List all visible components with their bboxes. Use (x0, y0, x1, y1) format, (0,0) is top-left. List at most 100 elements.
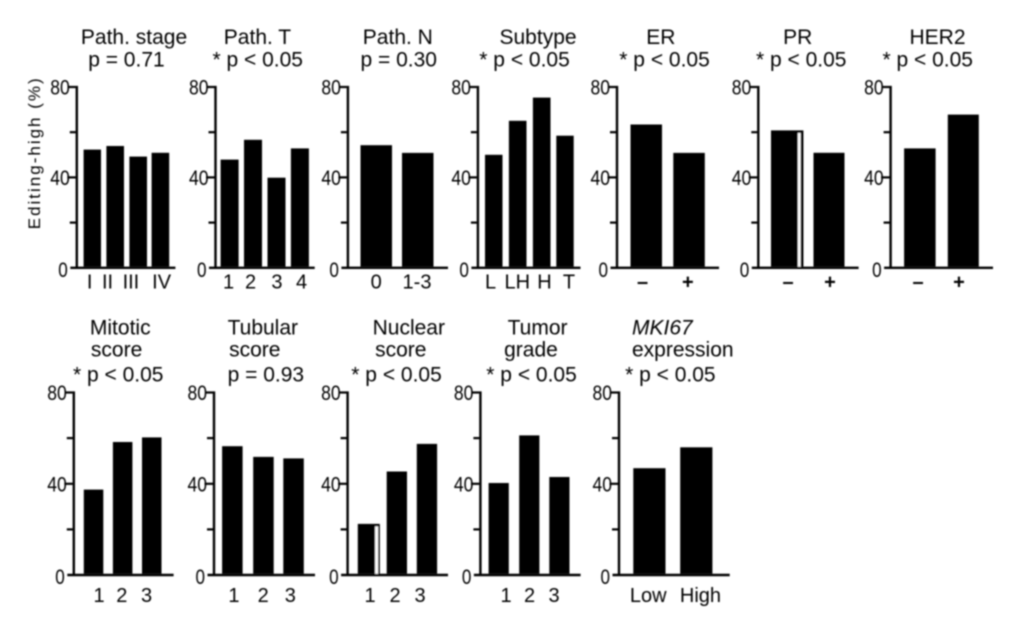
svg-text:0: 0 (459, 259, 469, 282)
svg-text:HER2: HER2 (910, 26, 966, 49)
svg-text:80: 80 (454, 382, 474, 405)
svg-text:80: 80 (591, 77, 611, 100)
svg-text:1: 1 (223, 272, 234, 294)
svg-text:40: 40 (591, 167, 611, 190)
svg-text:4: 4 (296, 272, 307, 294)
svg-text:40: 40 (454, 473, 474, 496)
svg-text:40: 40 (732, 167, 752, 190)
svg-text:score: score (91, 339, 142, 362)
svg-text:Tubular: Tubular (228, 317, 298, 340)
svg-text:ER: ER (646, 26, 675, 49)
svg-text:40: 40 (50, 167, 70, 190)
svg-text:Path. T: Path. T (224, 26, 291, 49)
svg-text:T: T (563, 272, 575, 294)
svg-text:80: 80 (732, 77, 752, 100)
svg-text:–: – (912, 272, 923, 294)
svg-text:0: 0 (599, 259, 609, 282)
svg-text:* p < 0.05: * p < 0.05 (625, 364, 716, 387)
svg-text:0: 0 (55, 566, 65, 589)
svg-text:0: 0 (329, 259, 339, 282)
svg-text:Path. N: Path. N (363, 26, 433, 49)
svg-text:* p < 0.05: * p < 0.05 (619, 49, 710, 72)
svg-text:80: 80 (47, 382, 67, 405)
svg-text:* p < 0.05: * p < 0.05 (486, 364, 577, 387)
svg-text:+: + (682, 272, 694, 294)
svg-text:III: III (123, 272, 140, 294)
svg-text:Path. stage: Path. stage (81, 26, 187, 49)
svg-text:0: 0 (329, 566, 339, 589)
svg-text:grade: grade (504, 339, 558, 362)
svg-text:PR: PR (783, 26, 812, 49)
svg-text:score: score (229, 339, 280, 362)
svg-text:2: 2 (389, 585, 400, 607)
svg-text:Tumor: Tumor (508, 317, 568, 340)
svg-text:40: 40 (321, 167, 341, 190)
svg-text:0: 0 (601, 566, 611, 589)
svg-text:2: 2 (245, 272, 256, 294)
svg-text:II: II (102, 272, 113, 294)
svg-text:3: 3 (548, 585, 559, 607)
svg-text:L: L (485, 272, 496, 294)
svg-text:1-3: 1-3 (403, 272, 432, 294)
svg-text:0: 0 (196, 566, 206, 589)
svg-text:* p < 0.05: * p < 0.05 (351, 364, 442, 387)
svg-text:1: 1 (93, 585, 104, 607)
svg-text:0: 0 (371, 272, 382, 294)
svg-text:80: 80 (321, 77, 341, 100)
svg-text:1: 1 (364, 585, 375, 607)
svg-text:Editing-high (%): Editing-high (%) (25, 76, 44, 229)
svg-text:score: score (375, 339, 426, 362)
svg-text:0: 0 (740, 259, 750, 282)
svg-text:Subtype: Subtype (500, 26, 577, 49)
svg-text:0: 0 (872, 259, 882, 282)
svg-text:40: 40 (188, 473, 208, 496)
svg-text:Nuclear: Nuclear (373, 317, 445, 340)
svg-text:* p < 0.05: * p < 0.05 (213, 49, 304, 72)
svg-text:2: 2 (524, 585, 535, 607)
svg-text:* p < 0.05: * p < 0.05 (756, 49, 847, 72)
svg-text:H: H (537, 272, 551, 294)
svg-text:–: – (782, 272, 793, 294)
svg-text:80: 80 (321, 382, 341, 405)
svg-text:80: 80 (189, 77, 209, 100)
svg-text:0: 0 (197, 259, 207, 282)
svg-text:High: High (680, 585, 721, 607)
svg-text:p = 0.93: p = 0.93 (228, 364, 304, 387)
svg-text:40: 40 (451, 167, 471, 190)
svg-text:IV: IV (152, 272, 172, 294)
svg-text:2: 2 (116, 585, 127, 607)
svg-text:LH: LH (505, 272, 531, 294)
svg-text:1: 1 (500, 585, 511, 607)
svg-text:* p < 0.05: * p < 0.05 (883, 49, 974, 72)
svg-text:40: 40 (864, 167, 884, 190)
svg-text:3: 3 (141, 585, 152, 607)
svg-text:3: 3 (285, 585, 296, 607)
svg-text:Mitotic: Mitotic (90, 317, 151, 340)
svg-text:0: 0 (462, 566, 472, 589)
svg-text:3: 3 (271, 272, 282, 294)
svg-text:40: 40 (593, 473, 613, 496)
svg-text:80: 80 (451, 77, 471, 100)
svg-text:* p < 0.05: * p < 0.05 (479, 49, 570, 72)
svg-text:40: 40 (321, 473, 341, 496)
svg-text:Low: Low (630, 585, 667, 607)
svg-text:3: 3 (414, 585, 425, 607)
svg-text:80: 80 (188, 382, 208, 405)
svg-text:+: + (953, 272, 965, 294)
svg-text:80: 80 (593, 382, 613, 405)
svg-text:40: 40 (47, 473, 67, 496)
svg-text:I: I (87, 272, 93, 294)
svg-text:–: – (637, 272, 648, 294)
svg-text:80: 80 (50, 77, 70, 100)
svg-text:80: 80 (864, 77, 884, 100)
svg-text:+: + (824, 272, 836, 294)
svg-text:MKI67: MKI67 (632, 317, 694, 340)
svg-text:40: 40 (189, 167, 209, 190)
svg-text:expression: expression (632, 339, 734, 362)
svg-text:p = 0.30: p = 0.30 (361, 49, 437, 72)
svg-text:0: 0 (58, 259, 68, 282)
svg-text:1: 1 (228, 585, 239, 607)
svg-text:* p < 0.05: * p < 0.05 (73, 364, 164, 387)
svg-text:p = 0.71: p = 0.71 (88, 49, 164, 72)
svg-text:2: 2 (258, 585, 269, 607)
